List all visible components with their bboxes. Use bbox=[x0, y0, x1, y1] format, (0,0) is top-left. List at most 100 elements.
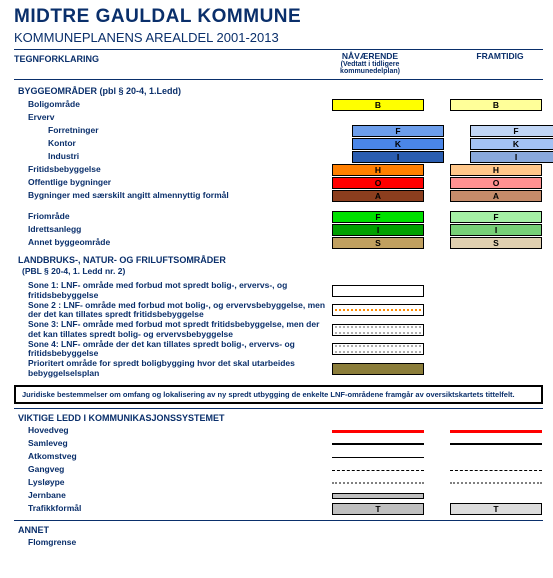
legend-label: Lysløype bbox=[14, 478, 328, 488]
legend-row: Bygninger med særskilt angitt almennytti… bbox=[14, 189, 543, 202]
legend-label: Sone 1: LNF- område med forbud mot spred… bbox=[14, 281, 328, 301]
color-swatch bbox=[332, 343, 424, 355]
legend-label: Erverv bbox=[14, 113, 328, 123]
legend-label: Flomgrense bbox=[14, 538, 328, 548]
legend-row: Boligområde B B bbox=[14, 98, 543, 111]
separator bbox=[14, 79, 543, 80]
col-current: NÅVÆRENDE (Vedtatt i tidligere kommunede… bbox=[320, 52, 420, 75]
color-swatch bbox=[332, 285, 424, 297]
color-swatch: H bbox=[450, 164, 542, 176]
color-swatch: K bbox=[470, 138, 553, 150]
separator bbox=[14, 520, 543, 521]
legend-row: Prioritert område for spredt boligbyggin… bbox=[14, 359, 543, 379]
color-swatch: O bbox=[332, 177, 424, 189]
legend-row: Friområde F F bbox=[14, 210, 543, 223]
color-swatch: T bbox=[450, 503, 542, 515]
line-swatch bbox=[332, 464, 424, 476]
legend-label: Samleveg bbox=[14, 439, 328, 449]
line-swatch bbox=[332, 451, 424, 463]
legend-row: Atkomstveg bbox=[14, 451, 543, 464]
color-swatch: T bbox=[332, 503, 424, 515]
legend-label: Idrettsanlegg bbox=[14, 225, 328, 235]
separator bbox=[14, 408, 543, 409]
line-swatch bbox=[332, 438, 424, 450]
color-swatch: S bbox=[450, 237, 542, 249]
legend-row: ForretningerFF bbox=[14, 124, 543, 137]
color-swatch: S bbox=[332, 237, 424, 249]
color-swatch: F bbox=[450, 211, 542, 223]
color-swatch: K bbox=[352, 138, 444, 150]
legend-label: Kontor bbox=[14, 139, 348, 149]
legend-row: Flomgrense bbox=[14, 537, 543, 550]
color-swatch: A bbox=[332, 190, 424, 202]
legend-row: Samleveg bbox=[14, 438, 543, 451]
legend-row: Trafikkformål T T bbox=[14, 503, 543, 516]
section-bygge: BYGGEOMRÅDER (pbl § 20-4, 1.Ledd) bbox=[18, 86, 543, 96]
legend-label: Industri bbox=[14, 152, 348, 162]
color-swatch: I bbox=[450, 224, 542, 236]
legend-label: Annet byggeområde bbox=[14, 238, 328, 248]
legend-page: MIDTRE GAULDAL KOMMUNE KOMMUNEPLANENS AR… bbox=[0, 0, 553, 560]
col-future-title: FRAMTIDIG bbox=[450, 52, 550, 61]
legend-heading: TEGNFORKLARING bbox=[14, 52, 314, 64]
color-swatch bbox=[332, 324, 424, 336]
legend-label: Sone 3: LNF- område med forbud mot spred… bbox=[14, 320, 328, 340]
legend-label: Prioritert område for spredt boligbyggin… bbox=[14, 359, 328, 379]
line-swatch bbox=[450, 477, 542, 489]
color-swatch: I bbox=[332, 224, 424, 236]
legend-label: Sone 2 : LNF- område med forbud mot boli… bbox=[14, 301, 328, 321]
legend-label: Sone 4: LNF- område der det kan tillates… bbox=[14, 340, 328, 360]
color-swatch bbox=[332, 304, 424, 316]
color-swatch: I bbox=[352, 151, 444, 163]
legend-row: Offentlige bygninger O O bbox=[14, 176, 543, 189]
legend-row: Annet byggeområde S S bbox=[14, 236, 543, 249]
legend-label: Fritidsbebyggelse bbox=[14, 165, 328, 175]
legend-label: Forretninger bbox=[14, 126, 348, 136]
separator bbox=[14, 49, 543, 50]
legend-row: Sone 4: LNF- område der det kan tillates… bbox=[14, 340, 543, 360]
legend-label: Trafikkformål bbox=[14, 504, 328, 514]
color-swatch: O bbox=[450, 177, 542, 189]
color-swatch bbox=[332, 363, 424, 375]
legend-row: Jernbane bbox=[14, 490, 543, 503]
section-lnf-sub: (PBL § 20-4, 1. Ledd nr. 2) bbox=[14, 267, 543, 277]
notice-box: Juridiske bestemmelser om omfang og loka… bbox=[14, 385, 543, 404]
line-swatch bbox=[450, 464, 542, 476]
legend-label: Offentlige bygninger bbox=[14, 178, 328, 188]
legend-row: Sone 1: LNF- område med forbud mot spred… bbox=[14, 281, 543, 301]
color-swatch: H bbox=[332, 164, 424, 176]
legend-row: Sone 2 : LNF- område med forbud mot boli… bbox=[14, 301, 543, 321]
legend-label: Jernbane bbox=[14, 491, 328, 501]
column-headers: TEGNFORKLARING NÅVÆRENDE (Vedtatt i tidl… bbox=[14, 52, 543, 75]
page-subtitle: KOMMUNEPLANENS AREALDEL 2001-2013 bbox=[14, 30, 543, 45]
legend-label: Hovedveg bbox=[14, 426, 328, 436]
col-current-sub: (Vedtatt i tidligere kommunedelplan) bbox=[320, 61, 420, 75]
line-swatch bbox=[450, 425, 542, 437]
legend-row: Hovedveg bbox=[14, 425, 543, 438]
legend-label: Gangveg bbox=[14, 465, 328, 475]
legend-row: Gangveg bbox=[14, 464, 543, 477]
col-current-title: NÅVÆRENDE bbox=[320, 52, 420, 61]
color-swatch: F bbox=[470, 125, 553, 137]
legend-row: Lysløype bbox=[14, 477, 543, 490]
color-swatch: B bbox=[450, 99, 542, 111]
legend-row: Erverv bbox=[14, 111, 543, 124]
color-swatch bbox=[332, 493, 424, 499]
legend-row: Idrettsanlegg I I bbox=[14, 223, 543, 236]
legend-row: IndustriII bbox=[14, 150, 543, 163]
section-annet: ANNET bbox=[18, 525, 543, 535]
color-swatch: B bbox=[332, 99, 424, 111]
color-swatch: F bbox=[332, 211, 424, 223]
legend-label: Bygninger med særskilt angitt almennytti… bbox=[14, 191, 328, 201]
page-title: MIDTRE GAULDAL KOMMUNE bbox=[14, 6, 543, 28]
color-swatch: I bbox=[470, 151, 553, 163]
legend-row: Sone 3: LNF- område med forbud mot spred… bbox=[14, 320, 543, 340]
legend-label: Boligområde bbox=[14, 100, 328, 110]
legend-label: Atkomstveg bbox=[14, 452, 328, 462]
line-swatch bbox=[332, 425, 424, 437]
line-swatch bbox=[450, 438, 542, 450]
legend-label: Friområde bbox=[14, 212, 328, 222]
color-swatch: A bbox=[450, 190, 542, 202]
legend-row: Fritidsbebyggelse H H bbox=[14, 163, 543, 176]
section-lnf: LANDBRUKS-, NATUR- OG FRILUFTSOMRÅDER bbox=[18, 255, 543, 265]
